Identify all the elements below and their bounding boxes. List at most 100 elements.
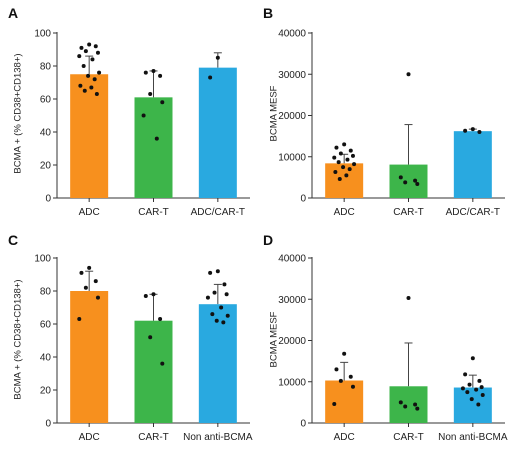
x-tick-label-d-2: Non anti-BCMA <box>438 432 508 443</box>
data-point-b-1-4 <box>415 181 420 186</box>
y-tick-label-b-4: 40000 <box>278 29 306 40</box>
data-point-c-2-10 <box>221 320 226 325</box>
y-tick-label-c-5: 100 <box>34 254 51 265</box>
data-point-d-2-1 <box>463 372 468 377</box>
y-tick-label-c-1: 20 <box>40 386 52 397</box>
bar-b-2 <box>453 131 492 198</box>
data-point-b-2-2 <box>477 130 482 134</box>
data-point-c-0-1 <box>79 270 84 275</box>
y-tick-label-a-1: 20 <box>40 161 52 172</box>
data-point-d-2-5 <box>460 386 465 391</box>
x-tick-label-b-0: ADC <box>334 207 355 218</box>
data-point-b-1-2 <box>413 178 418 183</box>
data-point-a-0-2 <box>93 44 98 49</box>
y-tick-label-b-0: 0 <box>300 194 306 205</box>
x-tick-label-c-0: ADC <box>79 432 100 443</box>
data-point-a-0-9 <box>86 73 91 78</box>
y-tick-label-d-3: 30000 <box>278 295 306 306</box>
data-point-b-0-0 <box>342 142 347 147</box>
bar-a-0 <box>70 74 109 198</box>
data-point-c-0-2 <box>93 279 98 284</box>
data-point-b-0-4 <box>350 153 355 158</box>
data-point-c-2-4 <box>224 292 229 297</box>
y-tick-label-a-4: 80 <box>40 62 52 73</box>
y-tick-label-b-2: 20000 <box>278 111 306 122</box>
data-point-c-2-6 <box>219 305 224 310</box>
data-point-d-2-8 <box>480 392 485 397</box>
data-point-d-2-2 <box>477 378 482 383</box>
data-point-c-2-2 <box>222 282 227 287</box>
data-point-d-0-2 <box>348 374 353 379</box>
x-tick-label-d-0: ADC <box>334 432 355 443</box>
bar-c-2 <box>198 304 237 423</box>
panel-label-d: D <box>263 232 274 248</box>
data-point-d-1-2 <box>413 402 418 407</box>
panel-label-c: C <box>8 232 19 248</box>
data-point-d-1-1 <box>398 400 403 405</box>
data-point-d-1-3 <box>403 404 408 409</box>
y-tick-label-b-3: 30000 <box>278 70 306 81</box>
bar-b-0 <box>325 163 364 198</box>
data-point-b-0-6 <box>345 157 350 162</box>
bar-c-0 <box>70 291 109 423</box>
data-point-a-2-0 <box>215 55 220 60</box>
data-point-d-2-3 <box>467 382 472 387</box>
data-point-d-2-6 <box>474 387 479 392</box>
data-point-b-0-9 <box>341 165 346 170</box>
data-point-b-0-8 <box>352 162 357 167</box>
bar-a-1 <box>134 97 173 198</box>
data-point-a-0-3 <box>83 49 88 54</box>
data-point-a-1-5 <box>141 113 146 118</box>
data-point-b-2-1 <box>463 128 468 133</box>
data-point-a-1-2 <box>158 73 163 78</box>
y-tick-label-c-3: 60 <box>40 320 52 331</box>
bar-d-2 <box>453 387 492 423</box>
bar-b-1 <box>389 164 428 198</box>
data-point-c-1-2 <box>158 317 163 322</box>
data-point-d-0-4 <box>350 384 355 389</box>
data-point-a-0-6 <box>90 57 95 62</box>
data-point-c-1-3 <box>148 335 153 340</box>
data-point-c-1-0 <box>151 292 156 297</box>
y-tick-label-c-4: 80 <box>40 287 52 298</box>
data-point-d-0-1 <box>334 367 339 372</box>
y-tick-label-a-3: 60 <box>40 95 52 106</box>
x-tick-label-b-2: ADC/CAR-T <box>446 207 500 218</box>
x-tick-label-a-1: CAR-T <box>138 207 169 218</box>
data-point-b-0-11 <box>333 170 338 175</box>
data-point-d-1-0 <box>406 296 411 301</box>
bar-d-0 <box>325 380 364 423</box>
data-point-d-2-9 <box>469 397 474 402</box>
data-point-d-2-0 <box>470 356 475 361</box>
y-tick-label-d-0: 0 <box>300 419 306 430</box>
x-tick-label-c-1: CAR-T <box>138 432 169 443</box>
y-tick-label-a-0: 0 <box>45 194 51 205</box>
data-point-c-2-9 <box>214 318 219 323</box>
data-point-a-1-4 <box>160 100 165 105</box>
data-point-b-0-13 <box>337 177 342 182</box>
data-point-c-0-3 <box>83 285 88 290</box>
data-point-d-0-0 <box>342 351 347 356</box>
data-point-c-0-0 <box>87 265 92 270</box>
bar-d-1 <box>389 386 428 423</box>
data-point-a-0-14 <box>94 92 99 97</box>
data-point-c-0-5 <box>77 317 82 322</box>
data-point-a-1-6 <box>154 136 159 141</box>
data-point-b-0-1 <box>334 145 339 150</box>
data-point-c-1-1 <box>143 293 148 298</box>
data-point-b-1-3 <box>403 180 408 185</box>
data-point-b-1-1 <box>398 175 403 180</box>
data-point-a-0-8 <box>97 70 102 75</box>
y-tick-label-a-5: 100 <box>34 29 51 40</box>
data-point-a-0-5 <box>77 54 82 59</box>
data-point-a-0-10 <box>92 77 97 82</box>
y-tick-label-d-4: 40000 <box>278 254 306 265</box>
data-point-b-0-2 <box>348 148 353 153</box>
data-point-b-0-5 <box>332 155 337 160</box>
data-point-b-0-7 <box>336 160 341 165</box>
y-tick-label-d-2: 20000 <box>278 336 306 347</box>
data-point-a-0-11 <box>78 83 83 88</box>
data-point-b-0-12 <box>344 173 349 178</box>
data-point-a-1-0 <box>151 68 156 73</box>
